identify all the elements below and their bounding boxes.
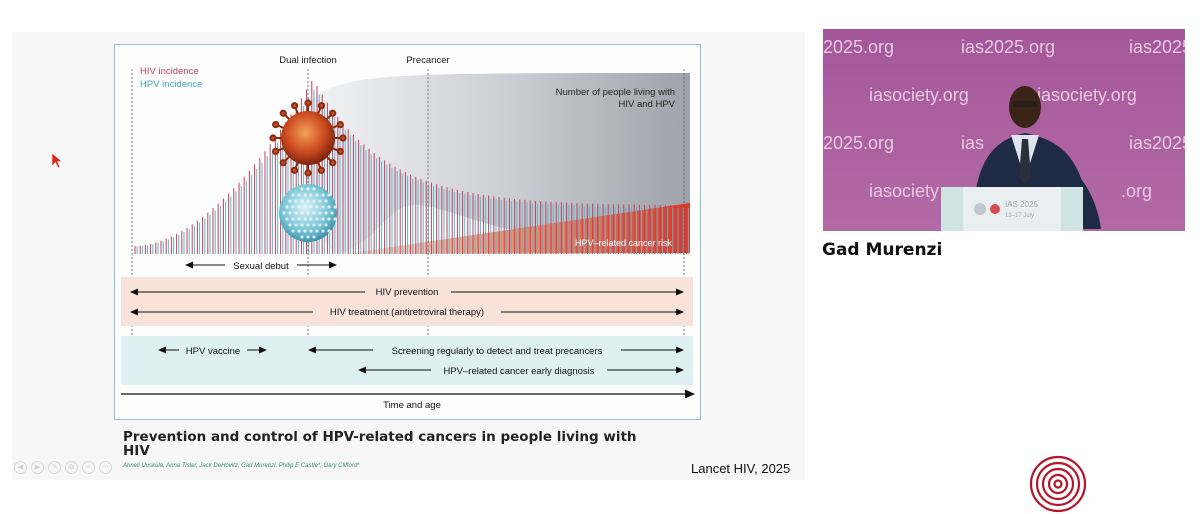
previous-slide-icon[interactable]: ◀	[14, 461, 27, 474]
people-living-label-line1: Number of people living with	[556, 87, 675, 98]
hpv-vaccine-label: HPV vaccine	[186, 346, 240, 357]
backdrop-text-4: iasociety.org	[869, 85, 969, 105]
backdrop-text-7: ias	[961, 133, 984, 153]
slide-caption: Prevention and control of HPV-related ca…	[123, 429, 637, 459]
hpv-virus-icon	[279, 184, 337, 242]
speaker-video: 2025.org ias2025.org ias2025 iasociety.o…	[823, 29, 1185, 231]
podium-text: IAS 2025	[1005, 200, 1038, 209]
sexual-debut-arrowhead-right	[329, 261, 337, 269]
backdrop-text-5: iasociety.org	[1037, 85, 1137, 105]
legend-hpv-label: HPV incidence	[140, 79, 202, 90]
conference-logo-icon	[1029, 455, 1087, 513]
backdrop-text-6: 2025.org	[823, 133, 894, 153]
podium: IAS 2025 13–17 July	[941, 187, 1083, 231]
hiv-hpv-timeline-figure: HIV incidence HPV incidence Dual infecti…	[114, 44, 701, 420]
backdrop-text-2: ias2025.org	[961, 37, 1055, 57]
speaker-name: Gad Murenzi	[822, 240, 943, 260]
sexual-debut-label: Sexual debut	[233, 261, 289, 272]
hiv-prevention-label: HIV prevention	[376, 287, 439, 298]
mouse-cursor-icon	[52, 153, 63, 169]
backdrop-text-9: iasociety	[869, 181, 939, 201]
timeline-diagram: HIV incidence HPV incidence Dual infecti…	[121, 55, 695, 411]
more-options-icon[interactable]: ⋯	[99, 461, 112, 474]
backdrop-text-8: ias2025	[1129, 133, 1185, 153]
hiv-virus-icon	[269, 99, 347, 177]
cancer-risk-label: HPV–related cancer risk	[575, 238, 673, 248]
time-axis-label: Time and age	[383, 400, 441, 411]
dual-infection-label: Dual infection	[279, 55, 337, 66]
slide-authors: Anneli Uusküla, Anna Tisler, Jack DeHovi…	[123, 463, 360, 469]
slides-grid-icon[interactable]: ⧉	[65, 461, 78, 474]
hiv-treatment-label: HIV treatment (antiretroviral therapy)	[330, 307, 484, 318]
backdrop-text-10: .org	[1121, 181, 1152, 201]
people-living-label-line2: HIV and HPV	[619, 99, 676, 110]
backdrop-text-1: 2025.org	[823, 37, 894, 57]
screening-label: Screening regularly to detect and treat …	[392, 346, 603, 357]
precancer-label: Precancer	[406, 55, 449, 66]
video-frame: 2025.org ias2025.org ias2025 iasociety.o…	[823, 29, 1185, 231]
pen-icon[interactable]: ✎	[48, 461, 61, 474]
slide-controls: ◀ ▶ ✎ ⧉ ⌕ ⋯	[14, 461, 112, 474]
early-diagnosis-label: HPV–related cancer early diagnosis	[443, 366, 594, 377]
podium-dates: 13–17 July	[1005, 213, 1034, 219]
legend-hiv-label: HIV incidence	[140, 66, 199, 77]
journal-citation: Lancet HIV, 2025	[691, 461, 791, 476]
backdrop-text-3: ias2025	[1129, 37, 1185, 57]
zoom-icon[interactable]: ⌕	[82, 461, 95, 474]
next-slide-icon[interactable]: ▶	[31, 461, 44, 474]
sexual-debut-arrowhead-left	[185, 261, 193, 269]
